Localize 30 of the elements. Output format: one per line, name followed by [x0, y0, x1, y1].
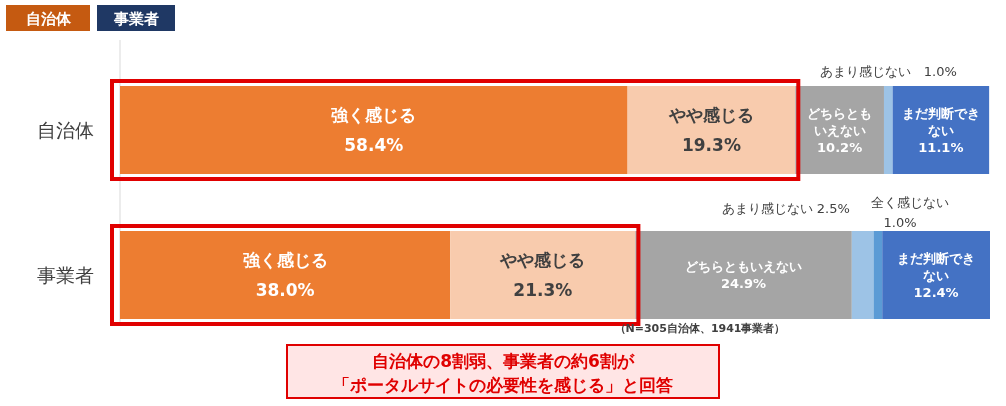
- series-label: やや感じる: [499, 249, 586, 270]
- data-label: 38.0%: [255, 279, 315, 300]
- data-label: 24.9%: [721, 276, 767, 292]
- series-label: まだ判断できない: [901, 105, 980, 138]
- text: 事業者: [112, 10, 159, 28]
- data-label: 21.3%: [513, 279, 573, 300]
- text: やや感じる: [668, 104, 754, 125]
- text: まだ判断できない: [897, 250, 976, 283]
- data-label: 12.4%: [913, 284, 959, 300]
- series-label: 全く感じない: [870, 195, 949, 210]
- series-label: どちらともいえない: [807, 105, 873, 138]
- text: あまり感じない 1.0%: [819, 64, 957, 79]
- text: あまり感じない 2.5%: [721, 201, 850, 216]
- data-label: 19.3%: [681, 134, 741, 155]
- bar: [851, 231, 874, 319]
- data-label: 10.2%: [817, 139, 863, 155]
- text: 「ポータルサイトの必要性を感じる」と回答: [333, 375, 673, 395]
- bar: [627, 86, 796, 174]
- bar: [882, 231, 990, 319]
- data-label: 1.0%: [883, 215, 917, 230]
- text: 強く感じる: [331, 104, 417, 125]
- annotation: （N=305自治体、1941事業者）: [614, 322, 786, 335]
- bar: [883, 86, 893, 174]
- series-label: 強く感じる: [242, 249, 328, 270]
- bar: [873, 231, 883, 319]
- text: 自治体の8割弱、事業者の約6割が: [372, 351, 635, 371]
- text: どちらともいえない: [685, 259, 803, 275]
- text: 自治体: [25, 10, 72, 28]
- data-label: 11.1%: [918, 139, 964, 155]
- data-label: 58.4%: [344, 134, 404, 155]
